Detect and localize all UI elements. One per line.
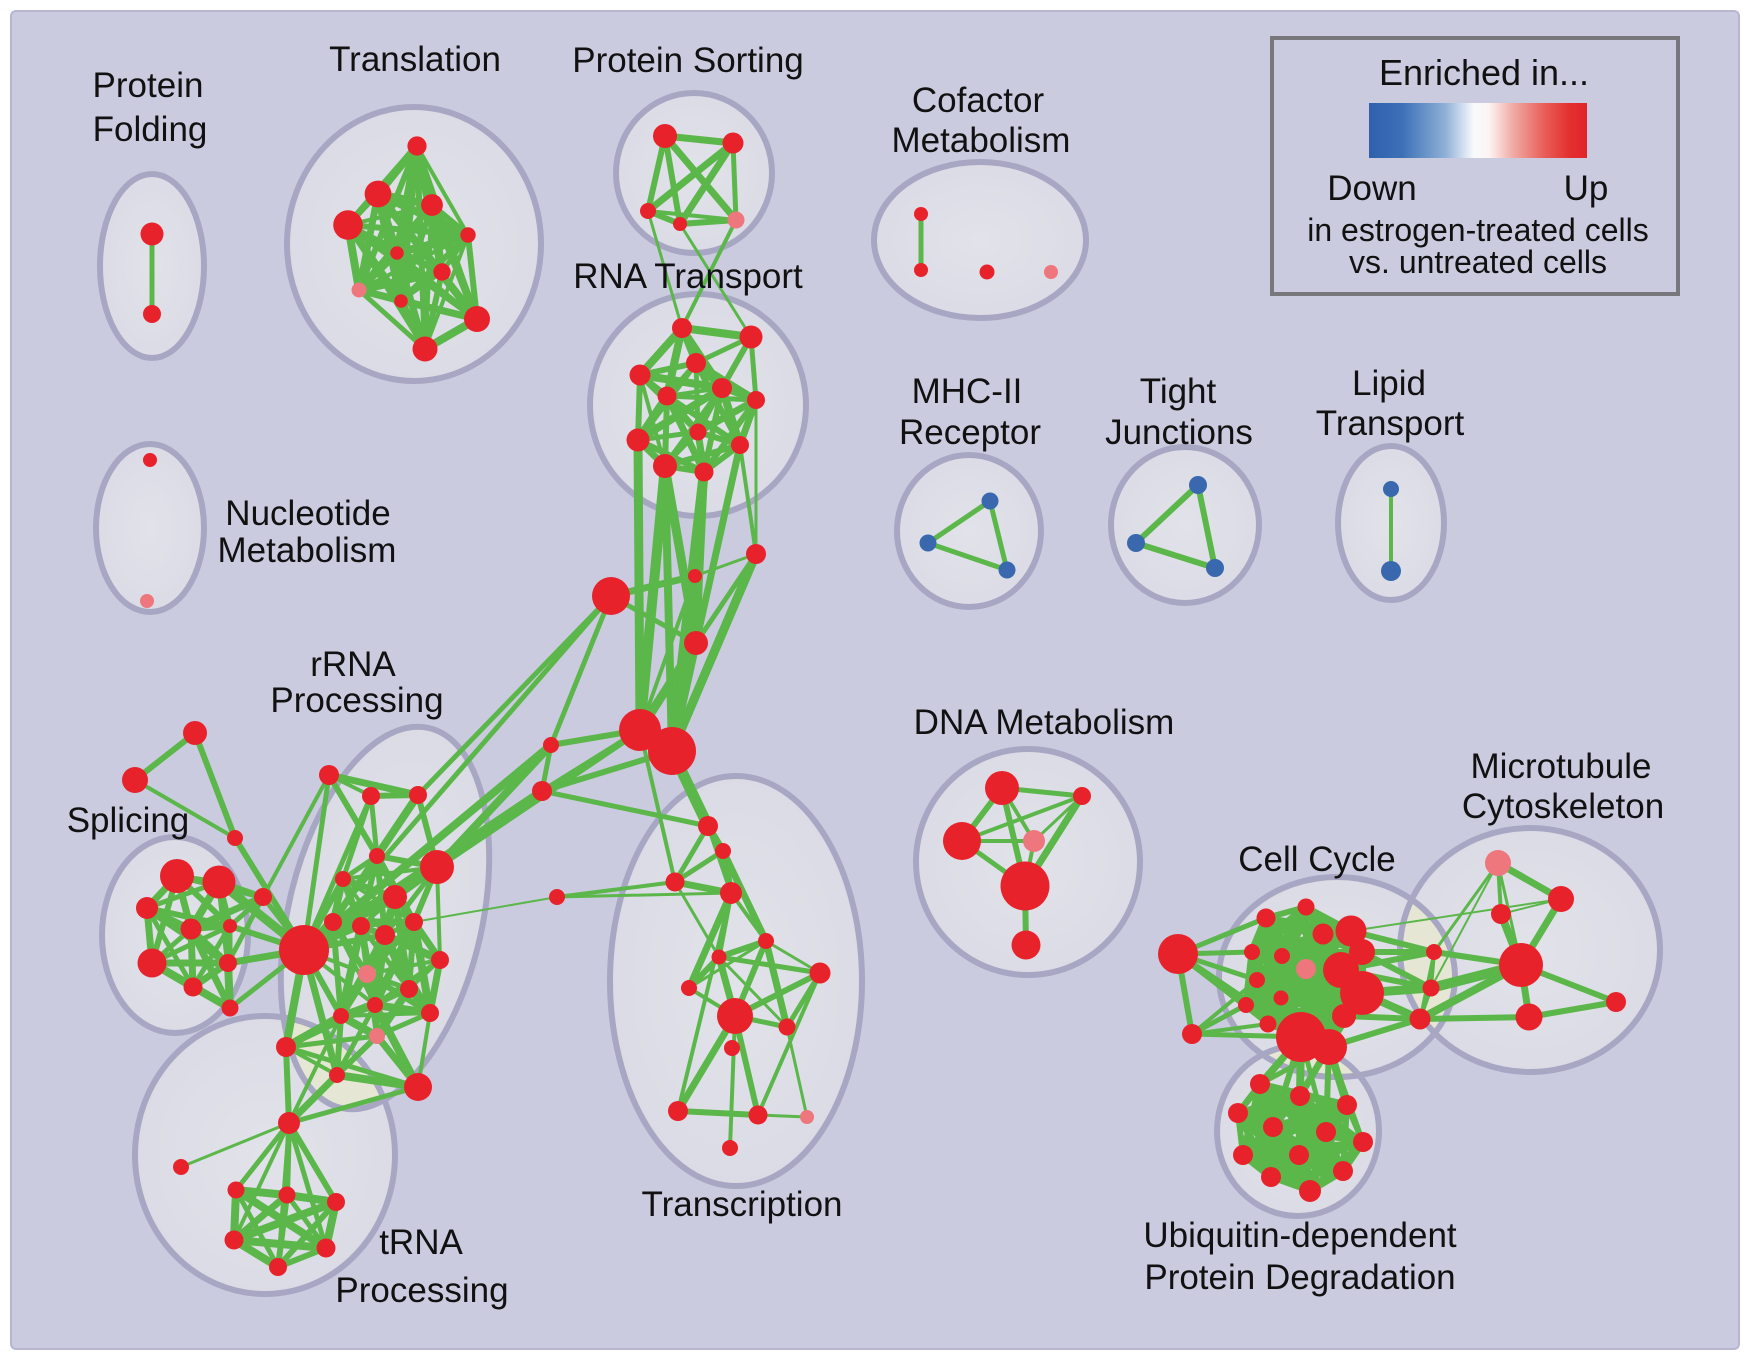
svg-text:Metabolism: Metabolism xyxy=(218,531,397,570)
svg-text:Metabolism: Metabolism xyxy=(892,121,1071,160)
svg-text:Ubiquitin-dependent: Ubiquitin-dependent xyxy=(1143,1216,1457,1255)
svg-text:Translation: Translation xyxy=(329,40,501,79)
svg-text:Receptor: Receptor xyxy=(899,413,1041,452)
svg-text:Processing: Processing xyxy=(270,681,443,720)
svg-text:Processing: Processing xyxy=(335,1271,508,1310)
svg-text:Junctions: Junctions xyxy=(1105,413,1253,452)
svg-text:MHC-II: MHC-II xyxy=(912,372,1023,411)
svg-text:Cofactor: Cofactor xyxy=(912,81,1045,120)
svg-text:tRNA: tRNA xyxy=(379,1223,463,1262)
svg-text:Transport: Transport xyxy=(1316,404,1465,443)
svg-text:in estrogen-treated cells: in estrogen-treated cells xyxy=(1307,212,1649,248)
svg-text:Cell Cycle: Cell Cycle xyxy=(1238,840,1396,879)
svg-text:Nucleotide: Nucleotide xyxy=(225,494,390,533)
svg-text:Tight: Tight xyxy=(1140,372,1217,411)
svg-text:vs. untreated cells: vs. untreated cells xyxy=(1349,244,1607,280)
svg-text:Enriched in...: Enriched in... xyxy=(1379,52,1589,93)
svg-text:DNA Metabolism: DNA Metabolism xyxy=(914,703,1175,742)
svg-text:Lipid: Lipid xyxy=(1352,364,1426,403)
svg-text:Microtubule: Microtubule xyxy=(1471,747,1652,786)
svg-text:Protein Sorting: Protein Sorting xyxy=(572,41,804,80)
svg-text:Protein: Protein xyxy=(93,66,204,105)
svg-text:Transcription: Transcription xyxy=(642,1185,843,1224)
svg-text:Up: Up xyxy=(1564,169,1609,208)
svg-text:Folding: Folding xyxy=(93,110,208,149)
svg-text:rRNA: rRNA xyxy=(310,645,396,684)
svg-text:RNA Transport: RNA Transport xyxy=(573,257,803,296)
svg-text:Protein Degradation: Protein Degradation xyxy=(1144,1258,1455,1297)
svg-text:Splicing: Splicing xyxy=(67,801,190,840)
svg-text:Down: Down xyxy=(1327,169,1416,208)
svg-text:Cytoskeleton: Cytoskeleton xyxy=(1462,787,1664,826)
